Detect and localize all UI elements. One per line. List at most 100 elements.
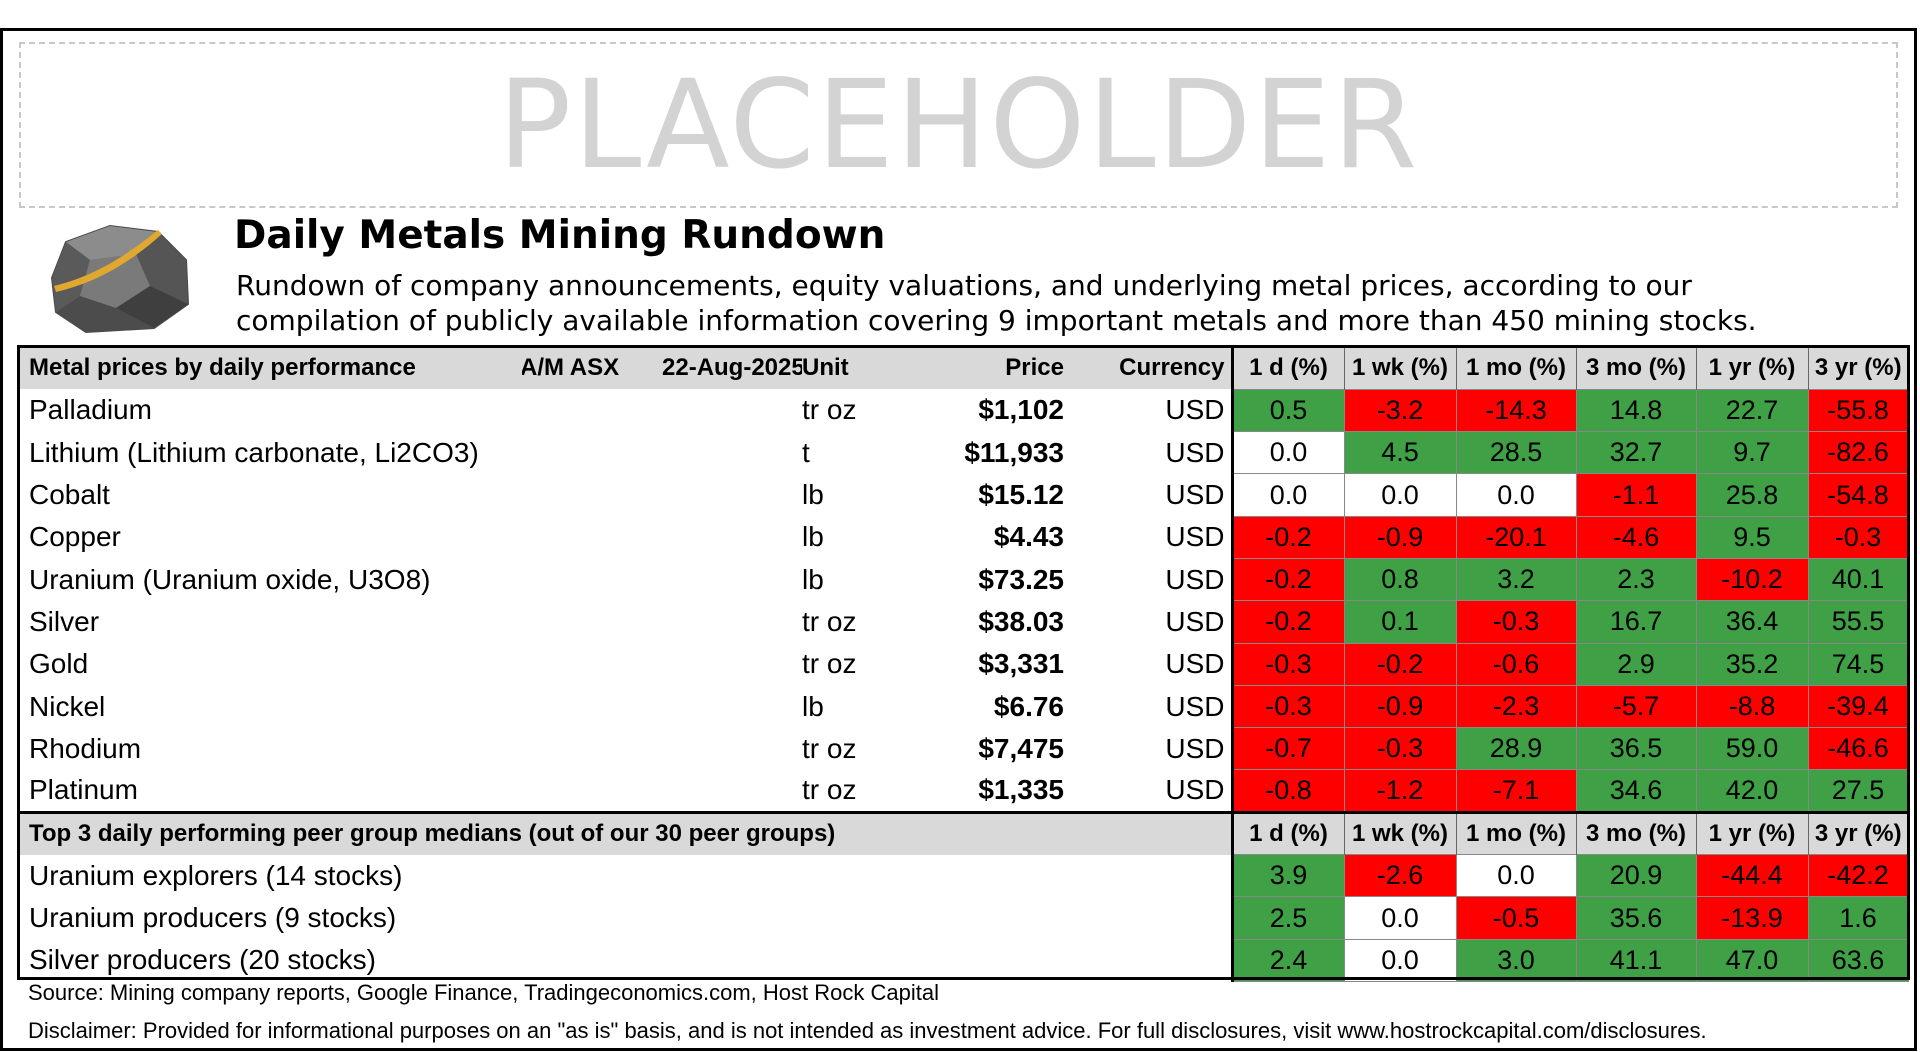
pct-cell: 28.5 [1455, 431, 1577, 475]
metal-row: Silver tr oz $38.03 USD -0.2 0.1 -0.3 16.7 36.4 5… [19, 600, 1909, 644]
metal-name: Silver [29, 605, 100, 637]
disclaimer-note: Disclaimer: Provided for informational p… [28, 1018, 1707, 1043]
pct-cell: 40.1 [1807, 557, 1909, 602]
pct-cell: 16.7 [1575, 600, 1697, 644]
pct-cell: -0.2 [1230, 600, 1345, 644]
pct-cell: -1.1 [1575, 473, 1697, 517]
price-header: Price [952, 347, 1092, 390]
pct-cell: -8.8 [1695, 684, 1809, 729]
pct-cell: -39.4 [1807, 684, 1909, 729]
banner-placeholder: PLACEHOLDER [19, 42, 1898, 208]
pct-cell: -46.6 [1807, 727, 1909, 771]
unit-header: Unit [802, 347, 952, 390]
metal-currency: USD [1165, 394, 1225, 426]
metal-name: Uranium (Uranium oxide, U3O8) [29, 563, 431, 595]
metal-currency: USD [1165, 774, 1225, 806]
pct-cell: -20.1 [1455, 515, 1577, 559]
metal-row: Gold tr oz $3,331 USD -0.3 -0.2 -0.6 2.9 35.2 74.… [19, 642, 1909, 686]
metal-currency: USD [1165, 479, 1225, 511]
metal-name: Nickel [29, 690, 106, 722]
pct-cell: -0.2 [1230, 557, 1345, 602]
pct-cell: 0.8 [1343, 557, 1457, 602]
pct-cell: 14.8 [1575, 388, 1697, 433]
report-date: 22-Aug-2025 [662, 347, 802, 390]
pct-header: 3 mo (%) [1575, 347, 1696, 390]
pct-cell: 27.5 [1807, 769, 1909, 813]
metal-price: $1,102 [978, 394, 1064, 426]
pct-cell: 0.0 [1230, 431, 1345, 475]
pct-cell: -1.2 [1343, 769, 1457, 813]
pct-cell: -0.2 [1343, 642, 1457, 686]
pct-cell: 34.6 [1575, 769, 1697, 813]
metal-price: $73.25 [978, 563, 1064, 595]
metal-unit: tr oz [802, 605, 857, 637]
pct-cell: 59.0 [1695, 727, 1809, 771]
metal-row: Rhodium tr oz $7,475 USD -0.7 -0.3 28.9 36.5 59.… [19, 727, 1909, 771]
pct-cell: 0.0 [1455, 473, 1577, 517]
pct-cell: 36.4 [1695, 600, 1809, 644]
pct-cell: -82.6 [1807, 431, 1909, 475]
pct-cell: -13.9 [1695, 896, 1809, 940]
metal-currency: USD [1165, 605, 1225, 637]
pct-cell: 3.9 [1230, 854, 1345, 898]
metal-row: Platinum tr oz $1,335 USD -0.8 -1.2 -7.1 34.6 42… [19, 769, 1909, 813]
peer-group-name: Uranium producers (9 stocks) [29, 902, 397, 933]
pct-cell: -0.3 [1807, 515, 1909, 559]
metal-name: Palladium [29, 394, 152, 426]
placeholder-text: PLACEHOLDER [497, 54, 1420, 196]
peer-group-name: Uranium explorers (14 stocks) [29, 859, 403, 891]
pct-cell: -44.4 [1695, 854, 1809, 898]
pct-cell: 22.7 [1695, 388, 1809, 433]
pct-header: 1 yr (%) [1695, 347, 1808, 390]
pct-cell: -0.5 [1455, 896, 1577, 940]
metal-unit: lb [802, 479, 824, 511]
pct-cell: -2.3 [1455, 684, 1577, 729]
pct-cell: 42.0 [1695, 769, 1809, 813]
metal-name: Rhodium [29, 732, 142, 764]
metal-currency: USD [1165, 732, 1225, 764]
pct-header: 3 yr (%) [1807, 810, 1908, 855]
metal-unit: tr oz [802, 394, 857, 426]
metal-name: Platinum [29, 774, 138, 806]
pct-cell: -5.7 [1575, 684, 1697, 729]
pct-cell: 28.9 [1455, 727, 1577, 771]
pct-header: 3 yr (%) [1807, 347, 1908, 390]
pct-cell: 3.0 [1455, 938, 1577, 982]
pct-cell: 2.9 [1575, 642, 1697, 686]
pct-header: 1 d (%) [1230, 347, 1344, 390]
pct-cell: 25.8 [1695, 473, 1809, 517]
subtitle-line-2: compilation of publicly available inform… [236, 304, 1757, 337]
pct-cell: 63.6 [1807, 938, 1909, 982]
pct-cell: -0.3 [1343, 727, 1457, 771]
metal-unit: tr oz [802, 774, 857, 806]
subtitle-line-1: Rundown of company announcements, equity… [236, 269, 1692, 302]
pct-header: 1 mo (%) [1455, 347, 1576, 390]
metal-unit: tr oz [802, 648, 857, 680]
peer-group-name: Silver producers (20 stocks) [29, 944, 377, 976]
pct-cell: -10.2 [1695, 557, 1809, 602]
pct-header: 1 wk (%) [1343, 347, 1456, 390]
pct-cell: -0.9 [1343, 684, 1457, 729]
metals-table-title: Metal prices by daily performance [19, 347, 522, 390]
metal-price: $38.03 [978, 605, 1064, 637]
pct-cell: 2.5 [1230, 896, 1345, 940]
metal-currency: USD [1165, 563, 1225, 595]
session-label: A/M ASX [522, 354, 620, 382]
metals-header-row: Metal prices by daily performance A/M ASX… [19, 347, 1908, 390]
pct-cell: 0.5 [1230, 388, 1345, 433]
pct-header: 3 mo (%) [1575, 810, 1696, 855]
pct-cell: -0.8 [1230, 769, 1345, 813]
pct-cell: 0.0 [1230, 473, 1345, 517]
metal-currency: USD [1165, 648, 1225, 680]
pct-cell: -0.3 [1455, 600, 1577, 644]
pct-cell: 3.2 [1455, 557, 1577, 602]
metals-table: Metal prices by daily performance A/M ASX… [19, 347, 1909, 982]
pct-cell: -0.3 [1230, 684, 1345, 729]
pct-cell: -0.7 [1230, 727, 1345, 771]
pct-cell: 36.5 [1575, 727, 1697, 771]
pct-cell: 4.5 [1343, 431, 1457, 475]
pct-cell: -54.8 [1807, 473, 1909, 517]
pct-cell: 35.2 [1695, 642, 1809, 686]
peer-row: Uranium producers (9 stocks) 2.5 0.0 -0.5 35… [19, 896, 1909, 940]
pct-cell: 1.6 [1807, 896, 1909, 940]
